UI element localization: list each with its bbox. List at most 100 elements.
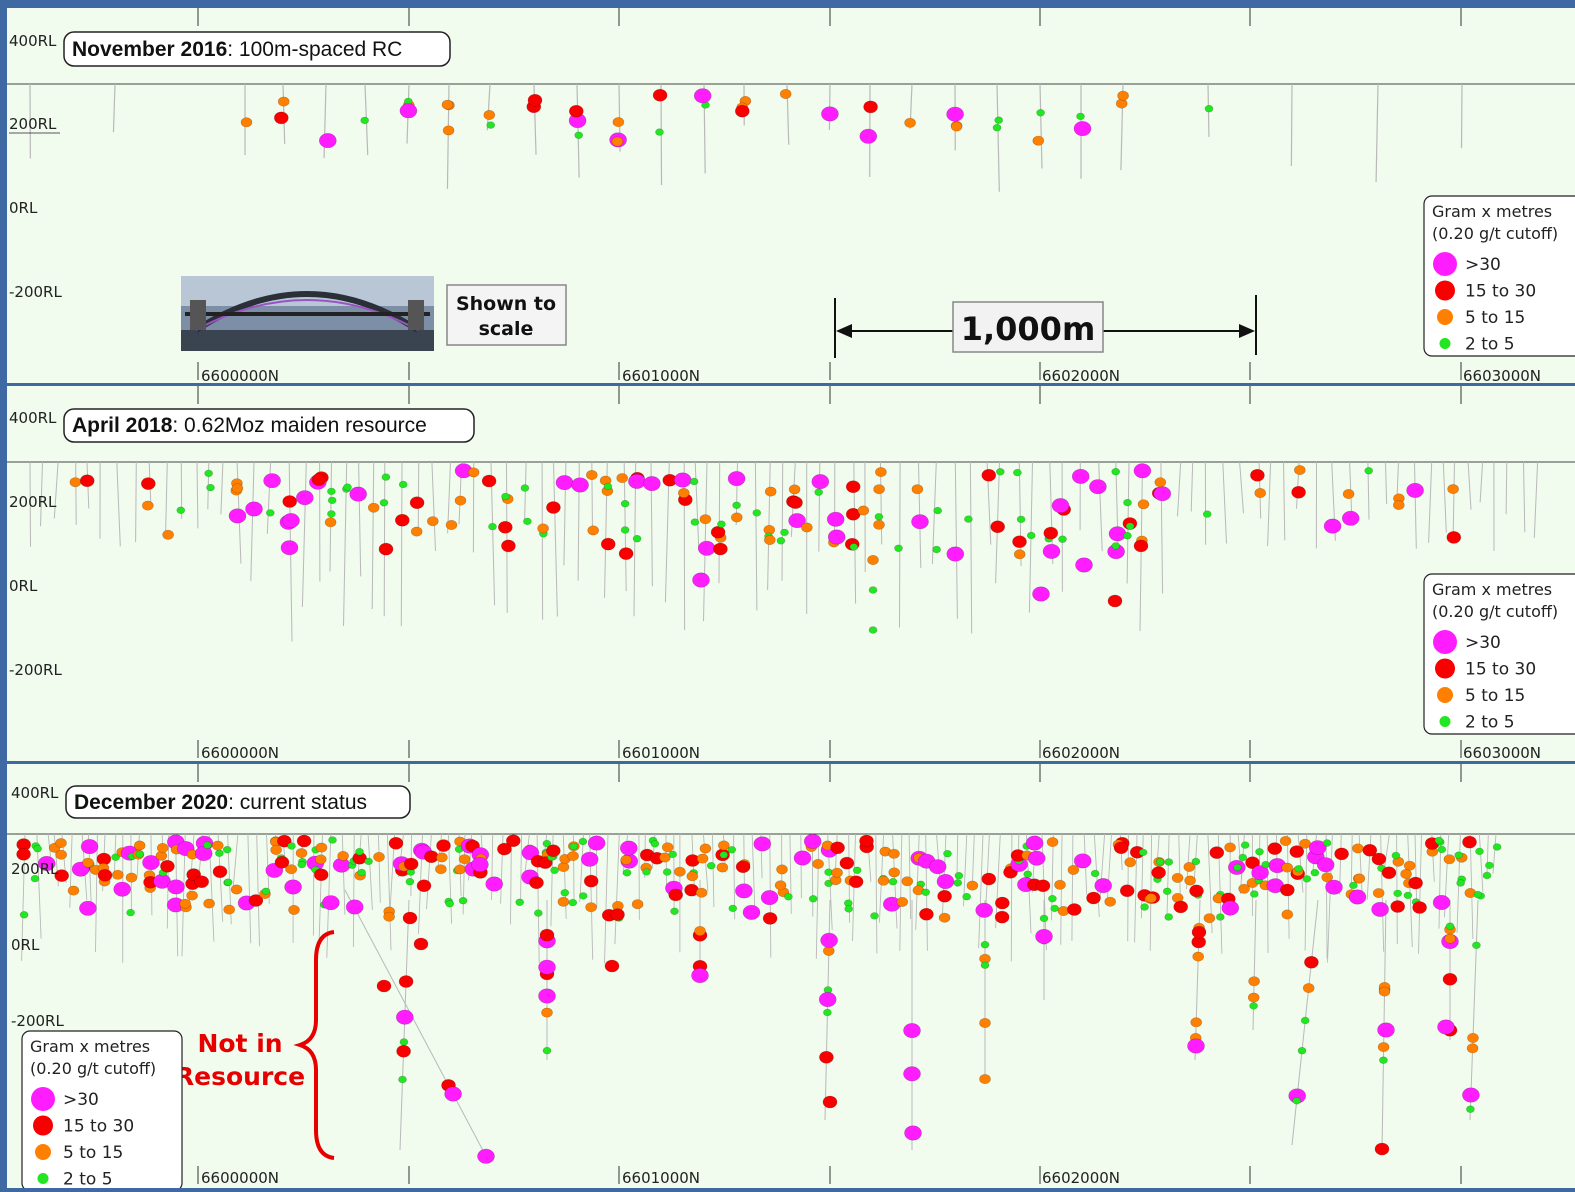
intercept-2-to-5 xyxy=(1112,543,1120,550)
intercept-5-to-15 xyxy=(632,900,643,909)
panel-nov-2016: November 2016: 100m-spaced RC 400RL 200R… xyxy=(7,8,1575,385)
intercept-2-to-5 xyxy=(1323,840,1331,847)
intercept-5-to-15 xyxy=(1404,861,1415,870)
intercept-2-to-5 xyxy=(127,909,135,916)
intercept-5-to-15 xyxy=(231,885,242,894)
drillhole-trace xyxy=(782,462,783,581)
intercept-5-to-15 xyxy=(1014,550,1025,559)
northing-label-6601000: 6601000N xyxy=(622,1169,700,1187)
intercept-2-to-5 xyxy=(1394,890,1402,897)
intercept-15-to-30 xyxy=(410,497,424,509)
intercept-2-to-5 xyxy=(1404,892,1412,899)
intercept-15-to-30 xyxy=(283,496,297,508)
intercept-2-to-5 xyxy=(995,117,1003,124)
intercept-5-to-15 xyxy=(980,1074,991,1083)
intercept-2-to-5 xyxy=(933,546,941,553)
intercept-2-to-5 xyxy=(643,869,651,876)
intercept-2-to-5 xyxy=(1476,848,1484,855)
intercept-15-to-30 xyxy=(213,866,227,878)
intercept-15-to-30 xyxy=(274,112,288,124)
legend-item-label: 2 to 5 xyxy=(63,1170,113,1189)
intercept-gt30 xyxy=(556,475,573,489)
intercept-gt30 xyxy=(1074,854,1091,868)
intercept-2-to-5 xyxy=(399,1076,407,1083)
intercept-5-to-15 xyxy=(134,841,145,850)
legend-subheading: (0.20 g/t cutoff) xyxy=(1432,224,1558,243)
intercept-2-to-5 xyxy=(981,962,989,969)
intercept-5-to-15 xyxy=(558,897,569,906)
intercept-5-to-15 xyxy=(436,853,447,862)
legend-item-label: >30 xyxy=(1465,255,1501,275)
title-bold: April 2018 xyxy=(72,414,173,437)
intercept-5-to-15 xyxy=(163,530,174,539)
intercept-2-to-5 xyxy=(845,906,853,913)
intercept-2-to-5 xyxy=(669,851,677,858)
intercept-gt30 xyxy=(819,992,836,1006)
title-text: December 2020: current status xyxy=(74,791,367,814)
intercept-2-to-5 xyxy=(1301,1017,1309,1024)
intercept-2-to-5 xyxy=(1203,511,1211,518)
intercept-15-to-30 xyxy=(789,497,803,509)
intercept-5-to-15 xyxy=(980,1018,991,1027)
intercept-gt30 xyxy=(1317,858,1334,872)
intercept-2-to-5 xyxy=(1233,864,1241,871)
intercept-2-to-5 xyxy=(1123,532,1131,539)
intercept-2-to-5 xyxy=(889,878,897,885)
intercept-2-to-5 xyxy=(205,470,213,477)
intercept-2-to-5 xyxy=(781,529,789,536)
legend-swatch xyxy=(38,1173,49,1184)
intercept-gt30 xyxy=(743,905,760,919)
intercept-2-to-5 xyxy=(487,122,495,129)
intercept-2-to-5 xyxy=(177,507,185,514)
intercept-gt30 xyxy=(761,890,778,904)
shown-to-scale-note: Shown to scale xyxy=(447,285,566,345)
intercept-2-to-5 xyxy=(1112,468,1120,475)
intercept-15-to-30 xyxy=(1174,901,1188,913)
intercept-5-to-15 xyxy=(289,905,300,914)
intercept-2-to-5 xyxy=(815,489,823,496)
intercept-15-to-30 xyxy=(1087,892,1101,904)
intercept-15-to-30 xyxy=(584,875,598,887)
intercept-5-to-15 xyxy=(442,100,453,109)
intercept-2-to-5 xyxy=(671,908,679,915)
intercept-5-to-15 xyxy=(700,515,711,524)
intercept-15-to-30 xyxy=(823,1096,837,1108)
panel-title: November 2016: 100m-spaced RC xyxy=(64,32,450,66)
intercept-gt30 xyxy=(976,903,993,917)
intercept-15-to-30 xyxy=(1409,877,1423,889)
intercept-2-to-5 xyxy=(809,895,817,902)
intercept-2-to-5 xyxy=(663,869,671,876)
intercept-2-to-5 xyxy=(406,878,414,885)
intercept-15-to-30 xyxy=(414,938,428,950)
intercept-2-to-5 xyxy=(784,893,792,900)
intercept-gt30 xyxy=(1433,895,1450,909)
intercept-5-to-15 xyxy=(889,849,900,858)
rl-label-minus200: -200RL xyxy=(9,661,62,679)
intercept-5-to-15 xyxy=(286,865,297,874)
intercept-5-to-15 xyxy=(1444,855,1455,864)
intercept-15-to-30 xyxy=(546,502,560,514)
rl-label-200: 200RL xyxy=(9,115,57,133)
legend-item-label: 5 to 15 xyxy=(1465,308,1525,328)
intercept-15-to-30 xyxy=(482,475,496,487)
intercept-2-to-5 xyxy=(853,867,861,874)
intercept-2-to-5 xyxy=(20,911,28,918)
intercept-2-to-5 xyxy=(328,497,336,504)
intercept-15-to-30 xyxy=(160,860,174,872)
intercept-gt30 xyxy=(1222,901,1239,915)
northing-label-6602000: 6602000N xyxy=(1042,1169,1120,1187)
intercept-15-to-30 xyxy=(1250,469,1264,481)
intercept-15-to-30 xyxy=(403,912,417,924)
intercept-2-to-5 xyxy=(1379,1057,1387,1064)
intercept-5-to-15 xyxy=(278,97,289,106)
intercept-15-to-30 xyxy=(1190,885,1204,897)
intercept-2-to-5 xyxy=(365,858,373,865)
intercept-5-to-15 xyxy=(1225,843,1236,852)
intercept-5-to-15 xyxy=(951,122,962,131)
intercept-2-to-5 xyxy=(1091,870,1099,877)
intercept-5-to-15 xyxy=(612,137,623,146)
intercept-5-to-15 xyxy=(455,865,466,874)
intercept-15-to-30 xyxy=(1335,848,1349,860)
